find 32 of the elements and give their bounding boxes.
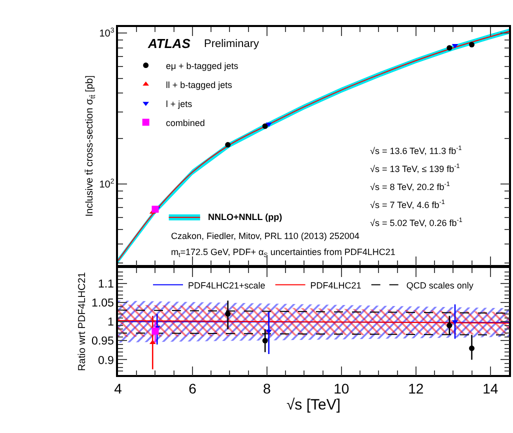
y-tick-label: 1.1 [98,278,114,290]
x-tick-label: 14 [482,380,498,397]
x-tick-label: 6 [188,380,197,397]
x-tick-label: 8 [263,380,272,397]
legend-label: PDF4LHC21 [310,280,362,290]
y-tick-label: 1.05 [92,298,114,310]
legend-label: NNLO+NNLL (pp) [208,212,282,222]
legend-label: l + jets [166,98,193,109]
annotation: √s = 13.6 TeV, 11.3 fb$^{-1}$ [370,145,462,156]
annotation: √s = 5.02 TeV, 0.26 fb$^{-1}$ [370,217,463,228]
y-axis-title: Ratio wrt PDF4LHC21 [77,272,88,372]
y-tick-label: 0.95 [92,336,114,348]
y-tick-label: 10$^{3}$ [99,28,114,40]
annotation: ATLAS [147,36,191,51]
legend-label: QCD scales only [406,280,474,290]
x-axis-title: √s [TeV] [286,396,341,414]
legend-label: ll + b-tagged jets [166,80,233,90]
y-tick-label: 0.9 [98,354,114,367]
legend-label: combined [166,118,205,128]
annotation: √s = 8 TeV, 20.2 fb$^{-1}$ [370,181,450,192]
annotation: √s = 13 TeV, ≤ 139 fb$^{-1}$ [370,163,460,174]
x-tick-label: 12 [408,380,424,397]
annotation: √s = 7 TeV, 4.6 fb$^{-1}$ [370,199,446,210]
y-tick-label: 1 [108,316,114,329]
x-tick-label: 10 [334,380,350,397]
legend-label: PDF4LHC21+scale [188,280,266,290]
annotation: m$_{t}$=172.5 GeV, PDF+ α$_{S}$ uncertainties from PDF4LHC21 [171,247,396,259]
legend-label: eμ + b-tagged jets [166,60,239,71]
annotation: Czakon, Fiedler, Mitov, PRL 110 (2013) 252004 [171,231,360,241]
x-tick-label: 4 [114,380,122,397]
annotation: Preliminary [204,38,260,50]
y-tick-label: 10$^{2}$ [99,178,114,190]
